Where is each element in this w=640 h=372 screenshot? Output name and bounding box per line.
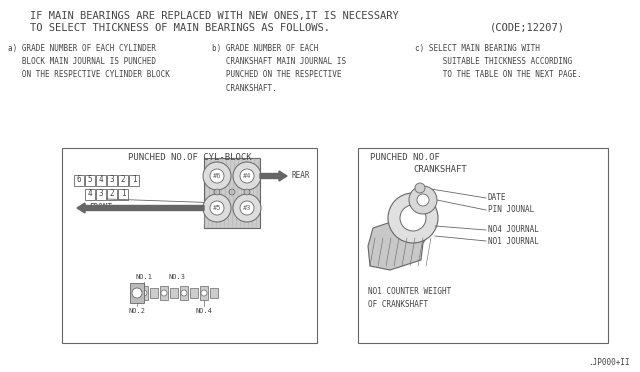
Circle shape xyxy=(210,169,224,183)
Text: 1: 1 xyxy=(132,176,136,185)
Text: TO SELECT THICKNESS OF MAIN BEARINGS AS FOLLOWS.: TO SELECT THICKNESS OF MAIN BEARINGS AS … xyxy=(30,23,330,33)
Text: c) SELECT MAIN BEARING WITH
      SUITABLE THICKNESS ACCORDING
      TO THE TABL: c) SELECT MAIN BEARING WITH SUITABLE THI… xyxy=(415,44,582,79)
Bar xyxy=(204,158,260,228)
Circle shape xyxy=(201,290,207,296)
Bar xyxy=(96,174,106,186)
Text: DATE: DATE xyxy=(488,193,506,202)
Bar xyxy=(96,189,106,199)
Text: 3: 3 xyxy=(99,189,103,199)
Circle shape xyxy=(415,183,425,193)
Circle shape xyxy=(400,205,426,231)
Text: NO.1: NO.1 xyxy=(136,274,152,280)
Text: PUNCHED NO.OF CYL-BLOCK: PUNCHED NO.OF CYL-BLOCK xyxy=(128,154,252,163)
Text: (CODE;12207): (CODE;12207) xyxy=(490,23,565,33)
Bar xyxy=(118,189,128,199)
Text: #3: #3 xyxy=(243,205,252,211)
Bar xyxy=(200,286,208,300)
Text: PUNCHED NO.OF: PUNCHED NO.OF xyxy=(370,154,440,163)
Circle shape xyxy=(141,290,147,296)
Bar xyxy=(160,286,168,300)
Text: FRONT: FRONT xyxy=(89,203,112,212)
Text: REAR: REAR xyxy=(292,171,310,180)
Bar xyxy=(140,286,148,300)
Bar xyxy=(85,189,95,199)
Text: .JP000+II: .JP000+II xyxy=(588,358,630,367)
Bar xyxy=(107,174,117,186)
Bar xyxy=(118,174,128,186)
Circle shape xyxy=(409,186,437,214)
Circle shape xyxy=(203,194,231,222)
Bar xyxy=(150,288,158,298)
Circle shape xyxy=(229,189,235,195)
Circle shape xyxy=(132,288,142,298)
Bar xyxy=(85,174,95,186)
Bar xyxy=(130,283,144,303)
Circle shape xyxy=(233,194,261,222)
Text: 3: 3 xyxy=(109,176,115,185)
FancyArrow shape xyxy=(260,171,287,181)
Text: IF MAIN BEARINGS ARE REPLACED WITH NEW ONES,IT IS NECESSARY: IF MAIN BEARINGS ARE REPLACED WITH NEW O… xyxy=(30,11,399,21)
Text: 2: 2 xyxy=(121,176,125,185)
Bar xyxy=(180,286,188,300)
Text: CRANKSHAFT: CRANKSHAFT xyxy=(413,166,467,174)
Bar xyxy=(74,174,84,186)
Text: #5: #5 xyxy=(212,205,221,211)
Text: NO1 COUNTER WEIGHT
OF CRANKSHAFT: NO1 COUNTER WEIGHT OF CRANKSHAFT xyxy=(368,287,451,309)
FancyArrow shape xyxy=(77,203,204,213)
Bar xyxy=(190,288,198,298)
Text: #6: #6 xyxy=(212,173,221,179)
Text: NO4 JOURNAL: NO4 JOURNAL xyxy=(488,225,539,234)
Text: PIN JOUNAL: PIN JOUNAL xyxy=(488,205,534,215)
Text: #4: #4 xyxy=(243,173,252,179)
Text: 4: 4 xyxy=(88,189,92,199)
Circle shape xyxy=(161,290,167,296)
Text: a) GRADE NUMBER OF EACH CYLINDER
   BLOCK MAIN JOURNAL IS PUNCHED
   ON THE RESP: a) GRADE NUMBER OF EACH CYLINDER BLOCK M… xyxy=(8,44,170,79)
Text: 1: 1 xyxy=(121,189,125,199)
Text: NO1 JOURNAL: NO1 JOURNAL xyxy=(488,237,539,246)
Circle shape xyxy=(417,194,429,206)
Bar xyxy=(129,174,139,186)
Circle shape xyxy=(203,162,231,190)
Circle shape xyxy=(388,193,438,243)
Circle shape xyxy=(240,201,254,215)
Circle shape xyxy=(210,201,224,215)
Circle shape xyxy=(214,189,220,195)
Bar xyxy=(170,288,178,298)
Text: 4: 4 xyxy=(99,176,103,185)
Text: b) GRADE NUMBER OF EACH
   CRANKSHAFT MAIN JOURNAL IS
   PUNCHED ON THE RESPECTI: b) GRADE NUMBER OF EACH CRANKSHAFT MAIN … xyxy=(212,44,346,93)
Bar xyxy=(107,189,117,199)
Text: NO.3: NO.3 xyxy=(168,274,186,280)
Bar xyxy=(210,288,218,298)
Circle shape xyxy=(244,189,250,195)
Text: 2: 2 xyxy=(109,189,115,199)
Text: 5: 5 xyxy=(88,176,92,185)
Text: NO.2: NO.2 xyxy=(129,308,145,314)
Circle shape xyxy=(240,169,254,183)
Bar xyxy=(358,148,608,343)
Text: NO.4: NO.4 xyxy=(195,308,212,314)
Circle shape xyxy=(233,162,261,190)
Bar xyxy=(62,148,317,343)
Polygon shape xyxy=(368,223,433,270)
Text: 6: 6 xyxy=(77,176,81,185)
Circle shape xyxy=(181,290,187,296)
